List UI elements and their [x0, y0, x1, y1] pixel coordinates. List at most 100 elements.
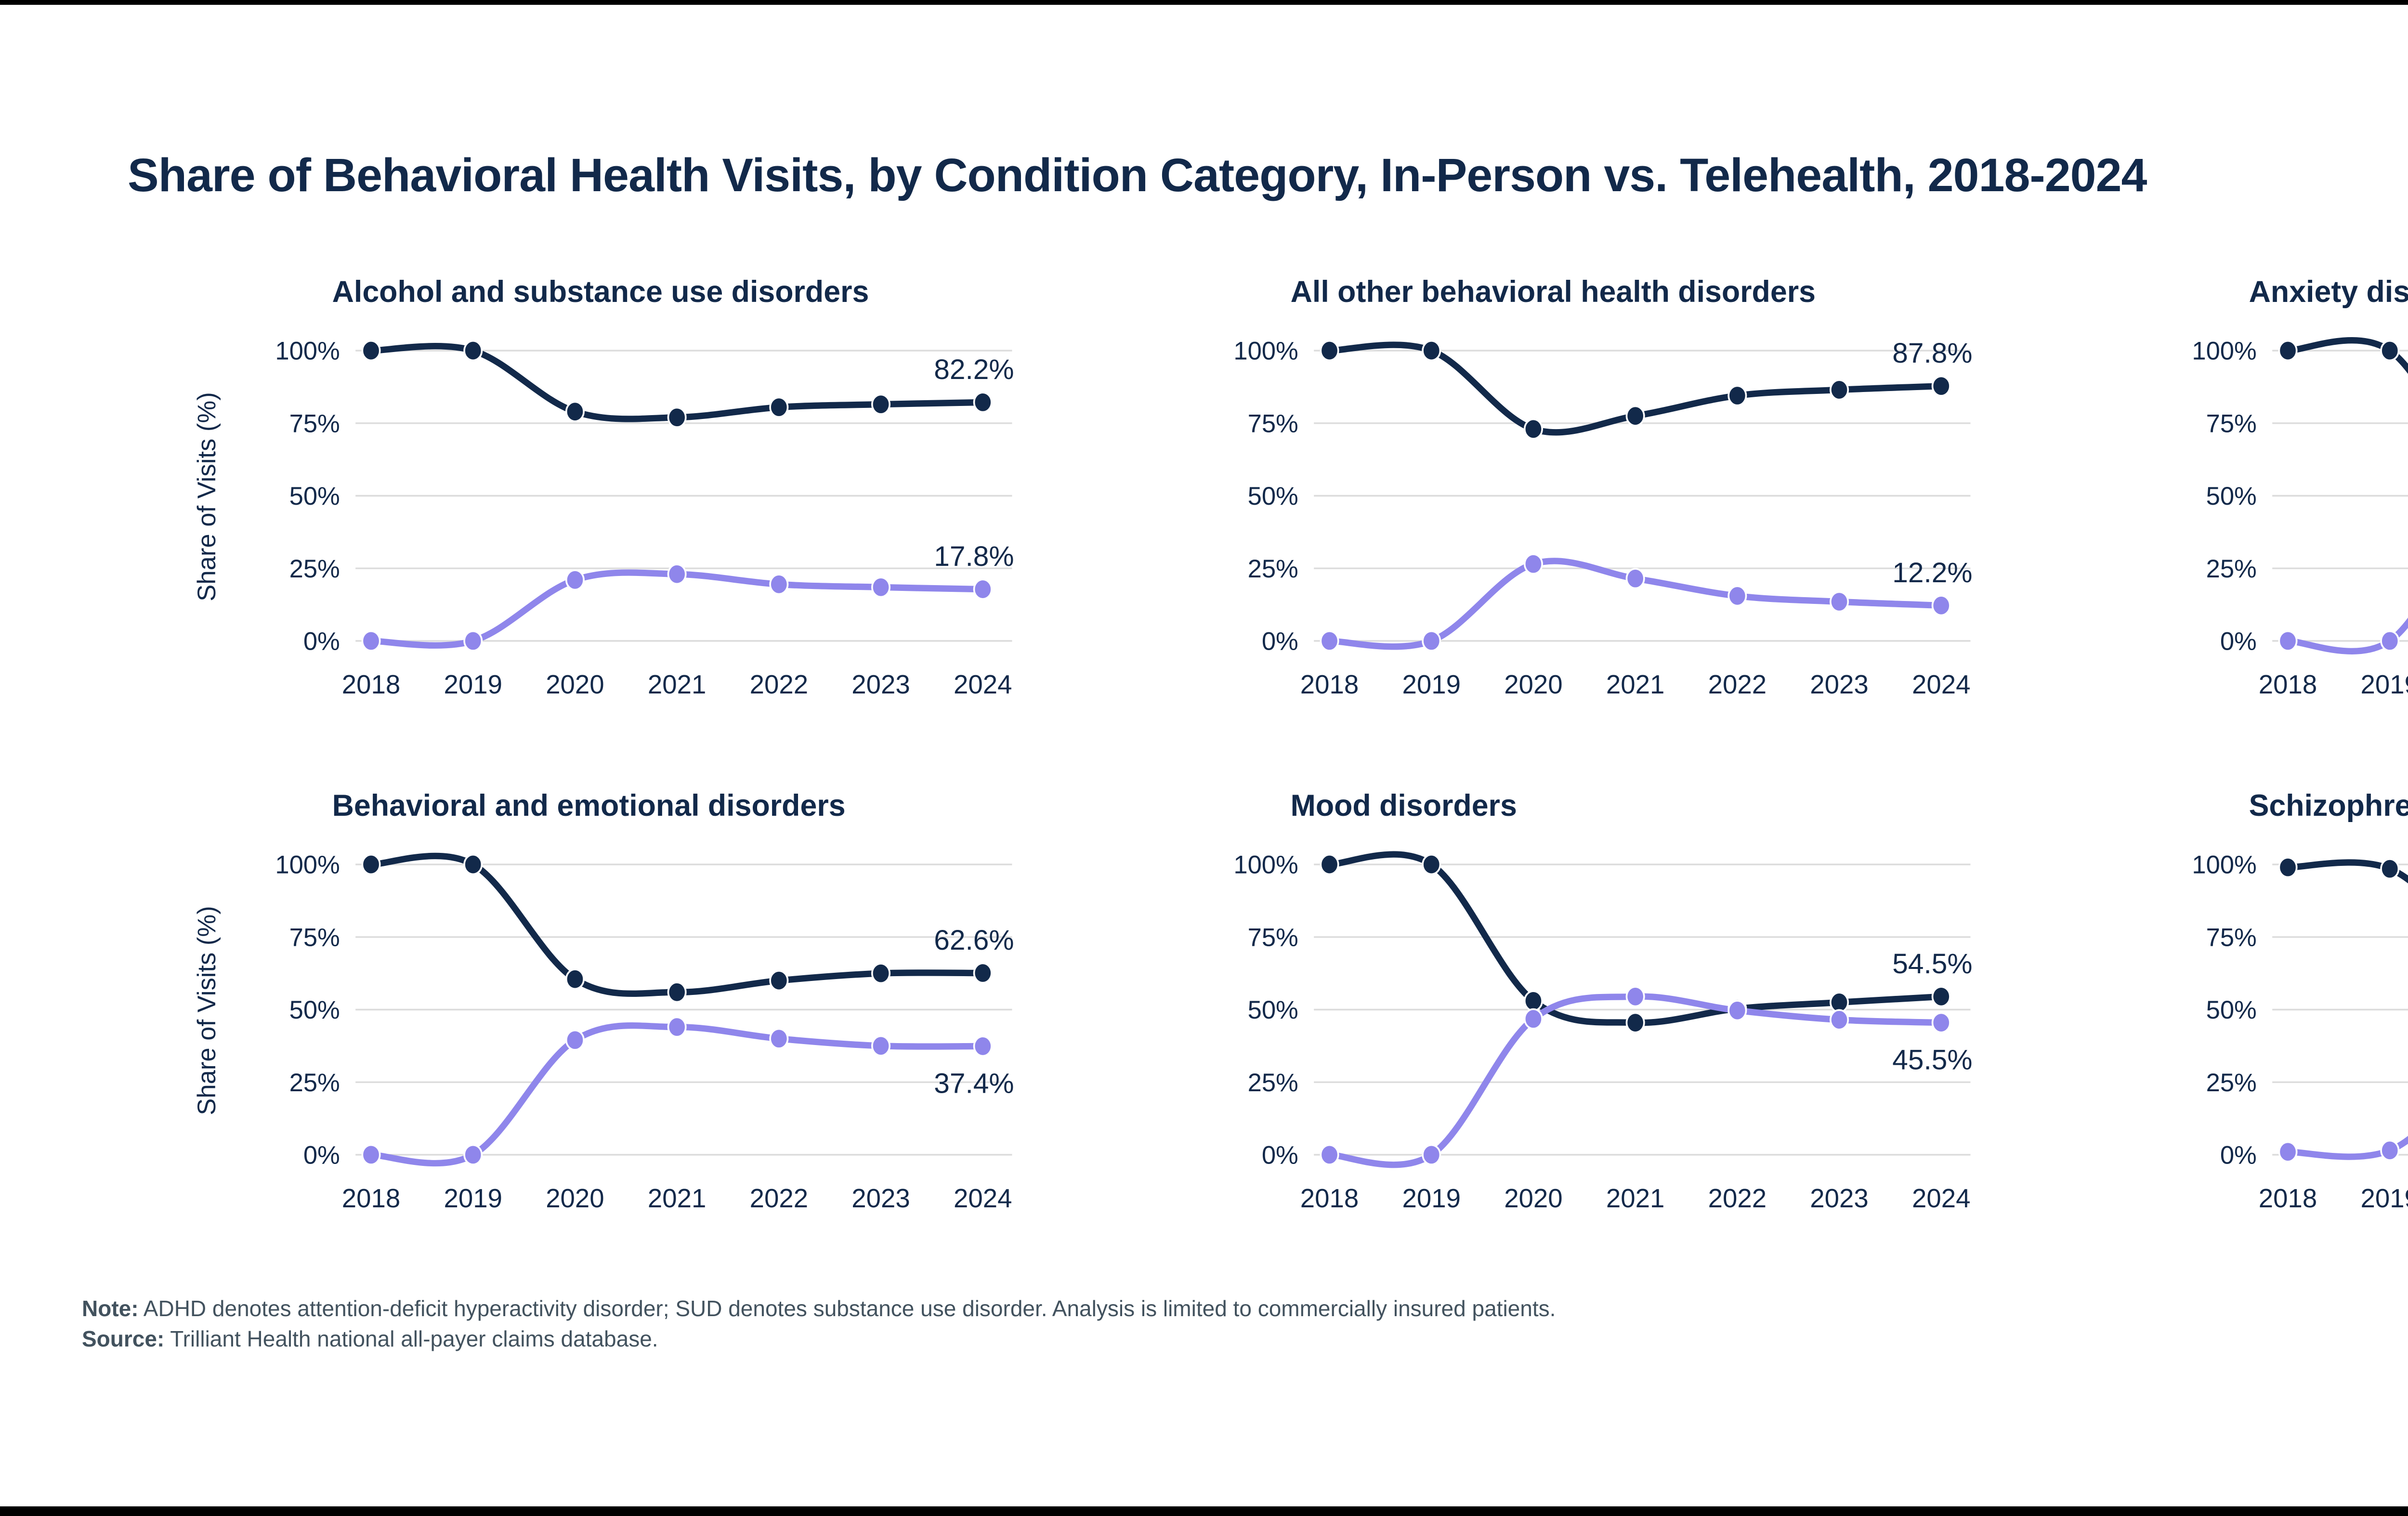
- data-point-in-person: [1320, 340, 1339, 362]
- data-point-telehealth: [1830, 591, 1849, 613]
- x-tick-label: 2018: [1300, 1184, 1359, 1213]
- data-point-telehealth: [871, 1035, 891, 1057]
- data-point-telehealth: [565, 569, 585, 591]
- end-value-label-telehealth: 45.5%: [1892, 1045, 1972, 1076]
- y-axis-label: Share of Visits (%): [193, 906, 221, 1115]
- data-point-telehealth: [1830, 1009, 1849, 1031]
- x-tick-label: 2024: [954, 670, 1012, 699]
- top-border: [0, 0, 2408, 5]
- end-value-label-in-person: 82.2%: [934, 354, 1014, 385]
- x-tick-label: 2019: [1402, 670, 1461, 699]
- data-point-telehealth: [463, 630, 483, 652]
- data-point-telehealth: [2278, 1141, 2298, 1163]
- x-tick-label: 2020: [546, 670, 604, 699]
- x-tick-label: 2023: [851, 1184, 910, 1213]
- data-point-in-person: [1320, 854, 1339, 876]
- y-tick-label: 50%: [1248, 996, 1298, 1024]
- data-point-telehealth: [667, 1016, 687, 1038]
- x-tick-label: 2019: [444, 1184, 502, 1213]
- x-tick-label: 2024: [1912, 670, 1971, 699]
- chart-panel-3: 100%75%50%25%0%2018201920202021202220232…: [2192, 275, 2408, 699]
- chart-panel-1: 100% 75% 50% 25% 0%2018 2019 2020 2021 2022 2023 2…: [193, 275, 1014, 699]
- y-tick-label: 25%: [289, 555, 340, 583]
- end-value-label-in-person: 62.6%: [934, 925, 1014, 956]
- y-tick-label: 50%: [2206, 996, 2257, 1024]
- x-tick-label: 2022: [750, 1184, 809, 1213]
- x-tick-label: 2018: [1300, 670, 1359, 699]
- data-point-in-person: [1523, 990, 1543, 1012]
- y-tick-label: 100%: [275, 851, 340, 879]
- y-tick-label: 100%: [2192, 337, 2256, 366]
- series-line-telehealth: [367, 1022, 986, 1167]
- source-line: Source: Trilliant Health national all-pa…: [82, 1324, 1556, 1354]
- end-value-label-telehealth: 37.4%: [934, 1068, 1014, 1099]
- data-point-telehealth: [1320, 1144, 1339, 1165]
- y-tick-label: 100%: [2192, 851, 2256, 879]
- x-tick-label: 2021: [648, 1184, 707, 1213]
- chart-title: Anxiety disorders: [2249, 275, 2408, 309]
- data-point-telehealth: [667, 563, 687, 585]
- note-line: Note: ADHD denotes attention-deficit hyp…: [82, 1294, 1556, 1324]
- x-tick-label: 2018: [2259, 670, 2317, 699]
- x-tick-label: 2022: [1708, 670, 1767, 699]
- data-point-telehealth: [769, 1028, 789, 1049]
- data-point-telehealth: [1727, 585, 1747, 607]
- chart-panel-5: 100% 75% 50% 25% 0%2018 2019 2020 2021 2022 2023 2…: [1233, 789, 1972, 1213]
- y-tick-label: 75%: [1248, 923, 1298, 952]
- x-tick-label: 2019: [1402, 1184, 1461, 1213]
- x-tick-label: 2019: [2360, 670, 2408, 699]
- y-tick-label: 0%: [303, 627, 340, 655]
- data-point-in-person: [1523, 418, 1543, 440]
- y-tick-label: 100%: [1233, 337, 1298, 366]
- data-point-in-person: [463, 340, 483, 362]
- chart-title: Schizophrenia and other non-mood psychot…: [2249, 789, 2408, 823]
- chart-title: All other behavioral health disorders: [1291, 275, 1816, 309]
- x-tick-label: 2023: [851, 670, 910, 699]
- y-tick-label: 25%: [1248, 555, 1298, 583]
- data-point-in-person: [1422, 340, 1441, 362]
- data-point-telehealth: [1422, 630, 1441, 652]
- data-point-telehealth: [2380, 630, 2400, 652]
- data-point-in-person: [565, 968, 585, 990]
- note-label: Note:: [82, 1296, 139, 1321]
- x-tick-label: 2023: [1810, 670, 1869, 699]
- y-tick-label: 50%: [1248, 482, 1298, 510]
- y-tick-label: 100%: [275, 337, 340, 366]
- x-tick-label: 2020: [1504, 1184, 1563, 1213]
- data-point-in-person: [769, 396, 789, 418]
- y-tick-label: 0%: [1262, 627, 1298, 655]
- x-tick-label: 2024: [1912, 1184, 1971, 1213]
- data-point-telehealth: [2380, 1139, 2400, 1161]
- data-point-in-person: [1931, 375, 1951, 397]
- y-tick-label: 0%: [1262, 1141, 1298, 1169]
- x-tick-label: 2019: [444, 670, 502, 699]
- data-point-in-person: [973, 392, 993, 413]
- data-point-telehealth: [1625, 568, 1645, 589]
- x-tick-label: 2018: [342, 670, 400, 699]
- y-tick-label: 25%: [289, 1069, 340, 1097]
- x-tick-label: 2020: [1504, 670, 1563, 699]
- data-point-in-person: [871, 963, 891, 984]
- y-tick-label: 25%: [2206, 1069, 2257, 1097]
- series-line-in-person: [2284, 337, 2408, 374]
- data-point-in-person: [2278, 340, 2298, 362]
- x-tick-label: 2024: [954, 1184, 1012, 1213]
- data-point-telehealth: [1523, 1008, 1543, 1030]
- data-point-in-person: [361, 340, 381, 362]
- data-point-in-person: [973, 962, 993, 984]
- y-tick-label: 0%: [2220, 627, 2257, 655]
- data-point-telehealth: [565, 1029, 585, 1051]
- y-tick-label: 75%: [2206, 409, 2257, 438]
- x-tick-label: 2019: [2360, 1184, 2408, 1213]
- y-tick-label: 50%: [289, 482, 340, 510]
- y-tick-label: 25%: [2206, 555, 2257, 583]
- source-text: Trilliant Health national all-payer clai…: [170, 1326, 658, 1352]
- y-tick-label: 75%: [289, 923, 340, 952]
- data-point-in-person: [1727, 385, 1747, 406]
- data-point-telehealth: [1320, 630, 1339, 652]
- chart-title: Mood disorders: [1291, 789, 1517, 823]
- series-line-telehealth: [2284, 617, 2408, 654]
- chart-title: Alcohol and substance use disorders: [332, 275, 869, 309]
- data-point-telehealth: [1727, 1000, 1747, 1021]
- data-point-in-person: [769, 970, 789, 992]
